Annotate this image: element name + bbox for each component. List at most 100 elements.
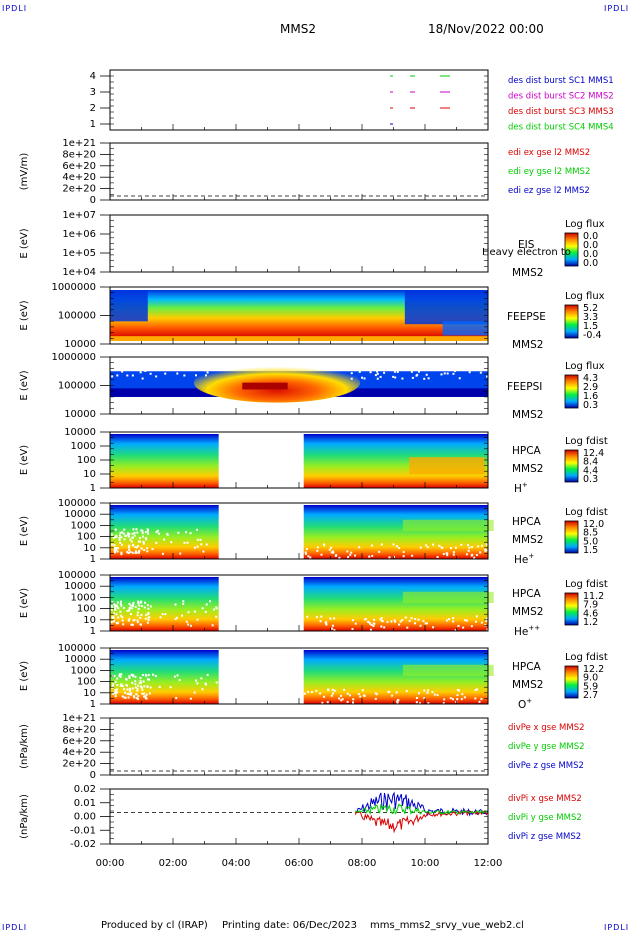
spectrogram-speckle (415, 374, 418, 377)
spectrogram-speckle (437, 368, 440, 371)
hpca-dropout (186, 541, 189, 544)
hpca-dropout (346, 692, 349, 695)
hpca-dropout (347, 556, 350, 559)
hpca-dropout (131, 687, 134, 690)
corner-label-top-left: IPDLI (2, 4, 28, 13)
spectrogram-speckle (392, 375, 395, 378)
hpca-dropout (140, 685, 143, 688)
y-tick-label: 0.01 (74, 798, 96, 809)
hpca-dropout (368, 621, 371, 624)
spectrogram-speckle (383, 371, 386, 374)
y-tick-label: 0 (90, 770, 96, 781)
spectrogram-speckle (455, 361, 458, 364)
hpca-dropout (123, 538, 126, 541)
legend-entry: des dist burst SC1 MMS1 (508, 76, 614, 86)
hpca-dropout (166, 532, 169, 535)
y-tick-label: 8e+20 (62, 724, 96, 735)
spectrogram-wing (404, 290, 488, 325)
hpca-dropout (133, 619, 136, 622)
y-axis-label: E (eV) (19, 228, 30, 258)
hpca-dropout (136, 611, 139, 614)
hpca-dropout (115, 534, 118, 537)
spectrogram-speckle (173, 365, 176, 368)
hpca-dropout (436, 556, 439, 559)
species-label: He+ (514, 552, 534, 566)
spectrogram-speckle (196, 366, 199, 369)
spacecraft-label: MMS2 (512, 267, 543, 279)
hpca-dropout (137, 600, 140, 603)
hpca-dropout (390, 620, 393, 623)
hpca-dropout (123, 528, 126, 531)
spectrogram-speckle (382, 367, 385, 370)
hpca-dropout (380, 619, 383, 622)
hpca-dropout (320, 553, 323, 556)
hpca-dropout (431, 691, 434, 694)
hpca-dropout (457, 624, 460, 627)
hpca-dropout (340, 699, 343, 702)
hpca-dropout (432, 543, 435, 546)
hpca-dropout (442, 553, 445, 556)
hpca-dropout (380, 617, 383, 620)
hpca-dropout (484, 548, 487, 551)
multi-panel-chart: 4 3 2 1 des dist burst SC1 MMS1 des dist burs… (19, 69, 614, 869)
hpca-dropout (120, 553, 123, 556)
hpca-dropout (147, 607, 150, 610)
spectrogram-speckle (363, 377, 366, 380)
y-axis-label: (nPa/km) (19, 794, 30, 839)
hpca-dropout (325, 621, 328, 624)
y-tick-label: 100000 (58, 643, 96, 654)
spectrogram-speckle (458, 377, 461, 380)
y-tick-label: 100 (77, 455, 96, 466)
hpca-dropout (128, 690, 131, 693)
hpca-dropout (133, 534, 136, 537)
hpca-dropout (425, 622, 428, 625)
hpca-dropout (146, 528, 149, 531)
spectrogram-hpca (110, 577, 219, 631)
hpca-dropout (117, 547, 120, 550)
hpca-dropout (474, 697, 477, 700)
hpca-dropout (341, 698, 344, 701)
hpca-dropout (397, 698, 400, 701)
spectrogram-hpca (303, 505, 488, 559)
hpca-dropout (475, 554, 478, 557)
hpca-dropout (182, 602, 185, 605)
hpca-dropout (116, 622, 119, 625)
hpca-dropout (303, 692, 306, 695)
spectrogram-speckle (379, 375, 382, 378)
y-tick-label: 1e+05 (62, 248, 96, 259)
hpca-dropout (199, 538, 202, 541)
hpca-dropout (358, 546, 361, 549)
hpca-dropout (118, 537, 121, 540)
hpca-dropout (396, 701, 399, 704)
spectrogram-speckle (437, 362, 440, 365)
hpca-dropout (116, 691, 119, 694)
hpca-dropout (325, 623, 328, 626)
hpca-dropout (127, 696, 130, 699)
hpca-dropout (126, 692, 129, 695)
hpca-dropout (152, 673, 155, 676)
hpca-dropout (122, 623, 125, 626)
hpca-dropout (396, 700, 399, 703)
colorbar-tick: 4.3 (583, 373, 598, 384)
hpca-dropout (458, 689, 461, 692)
hpca-dropout (138, 604, 141, 607)
hpca-dropout (476, 688, 479, 691)
hpca-dropout (128, 676, 131, 679)
hpca-dropout (176, 674, 179, 677)
hpca-dropout (111, 533, 114, 536)
legend-entry: des dist burst SC3 MMS3 (508, 107, 614, 117)
hpca-dropout (111, 686, 114, 689)
hpca-dropout (364, 618, 367, 621)
hpca-dropout (375, 693, 378, 696)
hpca-dropout (331, 688, 334, 691)
legend-entry: edi ey gse l2 MMS2 (508, 167, 590, 177)
hpca-dropout (426, 691, 429, 694)
hpca-dropout (465, 619, 468, 622)
hpca-dropout (419, 702, 422, 705)
hpca-dropout (147, 678, 150, 681)
hpca-dropout (193, 691, 196, 694)
hpca-dropout (305, 548, 308, 551)
hpca-dropout (142, 542, 145, 545)
spacecraft-title: MMS2 (280, 22, 316, 36)
hpca-dropout (193, 610, 196, 613)
